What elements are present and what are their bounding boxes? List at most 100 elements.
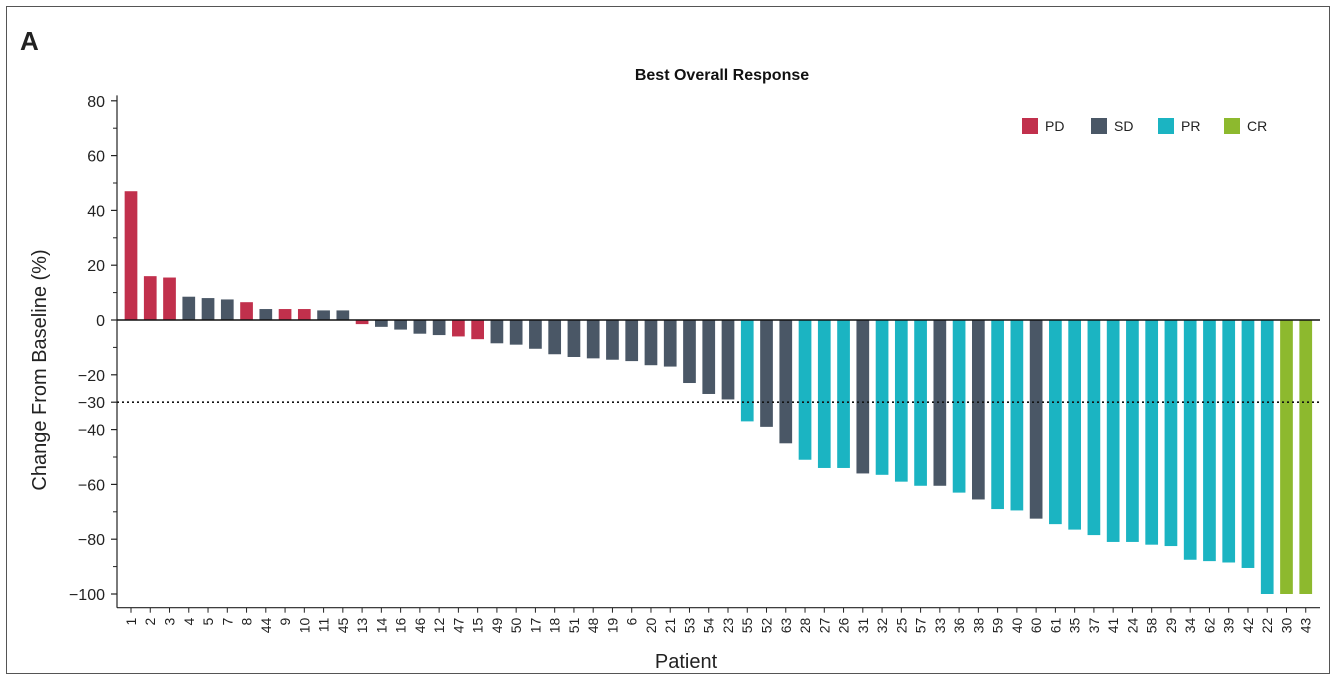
bar-patient-48 xyxy=(586,320,600,359)
bar-patient-62 xyxy=(1203,320,1216,562)
bar-patient-47 xyxy=(452,320,465,337)
legend-swatch-pr xyxy=(1158,118,1174,134)
bar-patient-14 xyxy=(374,320,388,327)
y-tick-label: −20 xyxy=(78,368,105,385)
bar-patient-57 xyxy=(914,320,927,486)
bar-patient-8 xyxy=(240,302,253,320)
bar-patient-58 xyxy=(1145,320,1159,545)
x-tick-label: 28 xyxy=(797,617,813,633)
bar-patient-39 xyxy=(1222,320,1236,563)
x-tick-label: 51 xyxy=(566,617,582,633)
x-tick-label: 35 xyxy=(1067,617,1083,633)
x-tick-label: 22 xyxy=(1259,617,1275,633)
bar-patient-13 xyxy=(355,320,369,325)
legend-label-sd: SD xyxy=(1114,118,1133,134)
x-tick-label: 1 xyxy=(123,617,139,625)
figure-frame xyxy=(6,6,1330,674)
y-tick-label: −30 xyxy=(78,395,105,412)
x-tick-label: 24 xyxy=(1124,617,1140,633)
bar-patient-27 xyxy=(817,320,831,468)
bar-patient-17 xyxy=(529,320,542,349)
x-tick-label: 59 xyxy=(990,617,1006,633)
x-tick-label: 34 xyxy=(1182,617,1198,633)
x-tick-label: 48 xyxy=(585,617,601,633)
x-tick-label: 16 xyxy=(393,617,409,633)
bar-patient-30 xyxy=(1280,320,1293,594)
bar-patient-63 xyxy=(779,320,793,444)
x-tick-label: 7 xyxy=(219,617,235,625)
y-axis-label: Change From Baseline (%) xyxy=(29,249,51,490)
bar-patient-11 xyxy=(317,310,330,320)
bar-patient-20 xyxy=(644,320,658,366)
x-tick-label: 17 xyxy=(527,617,543,633)
bar-patient-59 xyxy=(991,320,1004,510)
panel-label: A xyxy=(20,26,39,56)
bar-patient-7 xyxy=(220,299,234,320)
y-tick-label: −60 xyxy=(78,477,105,494)
bar-patient-60 xyxy=(1029,320,1043,519)
bar-patient-51 xyxy=(567,320,581,357)
x-tick-label: 11 xyxy=(316,617,332,632)
bar-patient-42 xyxy=(1241,320,1255,568)
x-tick-label: 52 xyxy=(759,617,775,633)
x-tick-label: 14 xyxy=(373,617,389,633)
x-tick-label: 8 xyxy=(239,617,255,625)
legend-swatch-cr xyxy=(1224,118,1240,134)
bar-patient-45 xyxy=(336,310,350,320)
bar-patient-4 xyxy=(182,296,196,320)
legend-label-cr: CR xyxy=(1247,118,1267,134)
x-tick-label: 55 xyxy=(739,617,755,633)
x-tick-label: 41 xyxy=(1105,617,1121,633)
bar-patient-18 xyxy=(548,320,562,355)
x-tick-label: 6 xyxy=(624,617,640,625)
x-tick-label: 4 xyxy=(181,617,197,625)
x-tick-label: 27 xyxy=(816,617,832,633)
bar-patient-50 xyxy=(509,320,523,345)
x-tick-label: 58 xyxy=(1144,617,1160,633)
x-tick-label: 25 xyxy=(893,617,909,633)
x-tick-label: 12 xyxy=(431,617,447,633)
y-tick-label: −80 xyxy=(78,532,105,549)
x-tick-label: 62 xyxy=(1201,617,1217,633)
chart-title: Best Overall Response xyxy=(635,67,809,84)
bar-patient-55 xyxy=(740,320,754,422)
x-tick-label: 31 xyxy=(855,617,871,633)
bar-patient-23 xyxy=(721,320,735,400)
bar-patient-41 xyxy=(1106,320,1120,542)
y-tick-label: −100 xyxy=(69,587,105,604)
bar-patient-9 xyxy=(278,309,292,320)
bar-patient-53 xyxy=(683,320,696,384)
bar-patient-37 xyxy=(1087,320,1101,536)
y-tick-label: 20 xyxy=(87,258,105,275)
x-tick-label: 5 xyxy=(200,617,216,625)
bar-patient-26 xyxy=(837,320,850,468)
x-tick-label: 30 xyxy=(1278,617,1294,633)
bar-patient-52 xyxy=(760,320,773,427)
legend-label-pr: PR xyxy=(1181,118,1200,134)
bar-patient-31 xyxy=(856,320,870,474)
x-tick-label: 33 xyxy=(932,617,948,633)
x-axis-label: Patient xyxy=(655,651,718,673)
x-tick-label: 50 xyxy=(508,617,524,633)
bar-patient-44 xyxy=(259,309,273,320)
x-tick-label: 20 xyxy=(643,617,659,633)
legend-label-pd: PD xyxy=(1045,118,1064,134)
x-tick-label: 47 xyxy=(450,617,466,633)
bar-patient-16 xyxy=(394,320,407,330)
x-tick-label: 54 xyxy=(701,617,717,633)
bar-patient-29 xyxy=(1164,320,1178,547)
bar-patient-5 xyxy=(201,298,215,320)
x-tick-label: 2 xyxy=(142,617,158,625)
x-tick-label: 29 xyxy=(1163,617,1179,633)
x-tick-label: 15 xyxy=(470,617,486,633)
x-tick-label: 63 xyxy=(778,617,794,633)
x-tick-label: 21 xyxy=(662,617,678,633)
y-tick-label: 40 xyxy=(87,203,105,220)
bar-patient-19 xyxy=(606,320,619,360)
bar-patient-12 xyxy=(432,320,446,336)
x-tick-label: 46 xyxy=(412,617,428,633)
x-tick-label: 26 xyxy=(836,617,852,633)
x-tick-label: 32 xyxy=(874,617,890,633)
x-tick-label: 19 xyxy=(604,617,620,633)
